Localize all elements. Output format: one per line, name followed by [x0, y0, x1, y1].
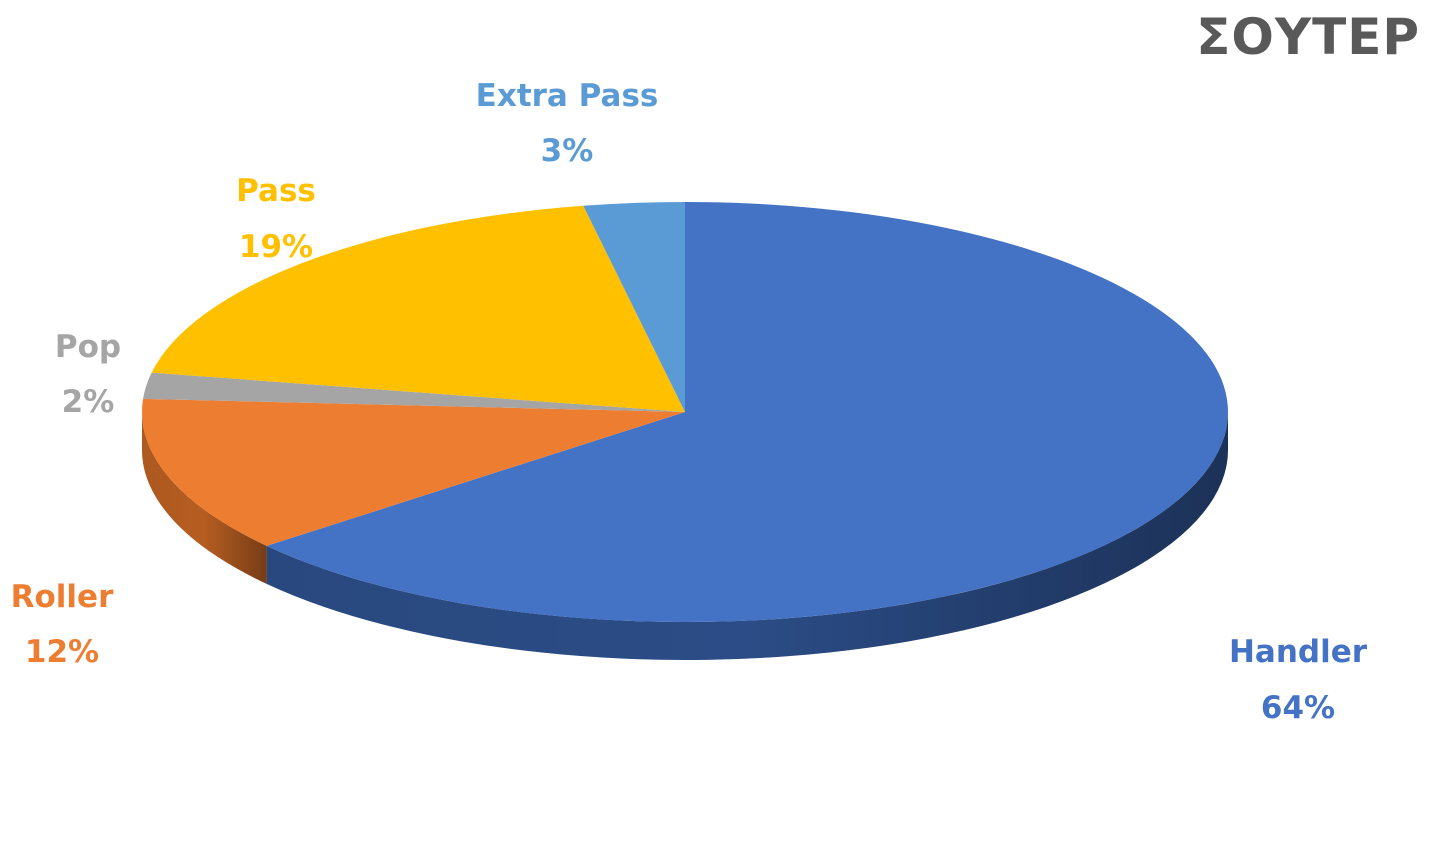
data-label-name-extra-pass: Extra Pass [476, 78, 659, 114]
pie-sides [142, 412, 1228, 661]
pie-slice-pop [143, 372, 686, 412]
data-label-percent-handler: 64% [1261, 690, 1335, 726]
pie-slice-pass [151, 205, 685, 412]
data-label-name-pass: Pass [236, 173, 316, 209]
data-label-percent-roller: 12% [25, 634, 99, 670]
data-label-percent-extra-pass: 3% [541, 133, 594, 169]
data-label-name-pop: Pop [55, 329, 121, 365]
pie-slice-handler [266, 202, 1228, 622]
pie-tops [142, 202, 1228, 622]
data-label-percent-pop: 2% [62, 384, 115, 420]
data-label-name-roller: Roller [11, 579, 114, 615]
pie-side-shade-handler [266, 412, 1228, 661]
data-label-name-handler: Handler [1229, 634, 1368, 670]
pie-slice-roller [142, 398, 686, 546]
pie-slice-extra-pass [583, 202, 685, 412]
data-label-percent-pass: 19% [239, 229, 313, 265]
pie-side-shade-roller [142, 412, 267, 584]
pie-labels: Handler 64% Roller 12% Pop 2% Pass 19% Extra Pas… [11, 78, 1368, 726]
chart-title: ΣΟΥΤΕΡ [1196, 8, 1420, 66]
